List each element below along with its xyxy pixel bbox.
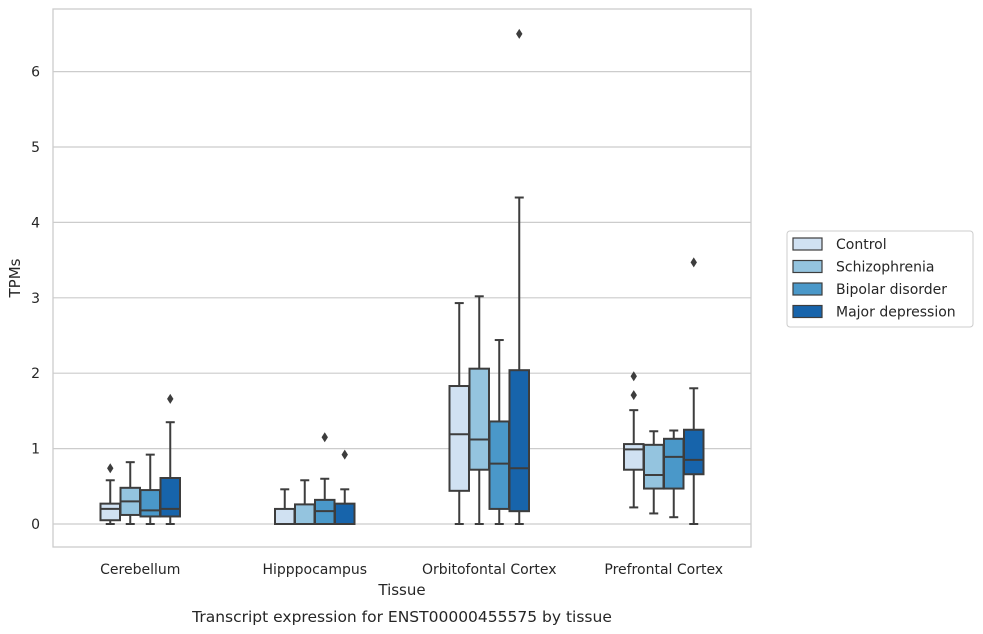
box-body xyxy=(623,443,645,471)
box-schizophrenia xyxy=(294,479,316,525)
box-body xyxy=(159,477,181,518)
legend-label: Major depression xyxy=(836,305,956,321)
chart-caption: Transcript expression for ENST0000045557… xyxy=(191,608,612,626)
box-control xyxy=(448,302,470,525)
box-bipolar-disorder xyxy=(488,339,510,525)
y-tick-labels: 0 1 2 3 4 5 6 xyxy=(31,65,40,533)
outlier-point xyxy=(341,449,348,460)
box-bipolar-disorder xyxy=(663,429,685,519)
box-body xyxy=(448,385,470,492)
plot-frame xyxy=(52,8,752,548)
y-tick-label: 1 xyxy=(31,442,40,458)
legend-label: Control xyxy=(836,237,887,253)
outlier-point xyxy=(167,393,174,404)
legend-label: Bipolar disorder xyxy=(836,282,947,298)
legend-swatch xyxy=(792,304,823,319)
box-control xyxy=(274,488,296,526)
x-axis-label: Tissue xyxy=(377,581,425,599)
x-tick-label: Prefrontal Cortex xyxy=(604,562,723,578)
y-tick-label: 0 xyxy=(31,517,40,533)
y-tick-label: 6 xyxy=(31,65,40,81)
box-body xyxy=(508,369,530,513)
x-tick-label: Cerebellum xyxy=(100,562,180,578)
y-tick-label: 5 xyxy=(31,140,40,156)
box-body xyxy=(663,437,685,490)
outlier-point xyxy=(516,28,523,39)
box-body xyxy=(139,489,161,518)
box-control xyxy=(99,463,121,525)
legend-swatch xyxy=(792,259,823,274)
box-body xyxy=(294,503,316,525)
outlier-point xyxy=(107,463,114,474)
x-tick-labels: Cerebellum Hipppocampus Orbitofontal Corte… xyxy=(100,562,723,578)
box-body xyxy=(468,367,490,471)
outlier-point xyxy=(630,371,637,382)
legend: Control Schizophrenia Bipolar disorder Majo… xyxy=(786,230,974,328)
y-tick-label: 4 xyxy=(31,215,40,231)
x-tick-label: Hipppocampus xyxy=(262,562,367,578)
box-body xyxy=(334,502,356,525)
legend-label: Schizophrenia xyxy=(836,260,934,276)
legend-swatch xyxy=(792,282,823,296)
legend-swatch xyxy=(792,237,823,251)
outlier-point xyxy=(321,432,328,443)
legend-frame xyxy=(786,230,974,328)
box-major-depression xyxy=(159,393,181,525)
box-body xyxy=(274,507,296,526)
box-body xyxy=(643,443,665,490)
box-major-depression xyxy=(334,449,356,525)
box-body xyxy=(683,428,705,476)
box-body xyxy=(99,502,121,522)
y-axis-label: TPMs xyxy=(6,258,24,298)
box-major-depression xyxy=(683,257,705,525)
y-tick-label: 3 xyxy=(31,291,40,307)
y-tick-label: 2 xyxy=(31,366,40,382)
box-major-depression xyxy=(508,28,530,525)
outlier-point xyxy=(630,390,637,401)
x-tick-label: Orbitofontal Cortex xyxy=(422,562,557,578)
outlier-point xyxy=(690,257,697,268)
box-schizophrenia xyxy=(643,430,665,515)
box-body xyxy=(488,420,510,510)
box-bipolar-disorder xyxy=(314,432,336,526)
box-schizophrenia xyxy=(468,295,490,525)
boxes xyxy=(99,28,705,526)
